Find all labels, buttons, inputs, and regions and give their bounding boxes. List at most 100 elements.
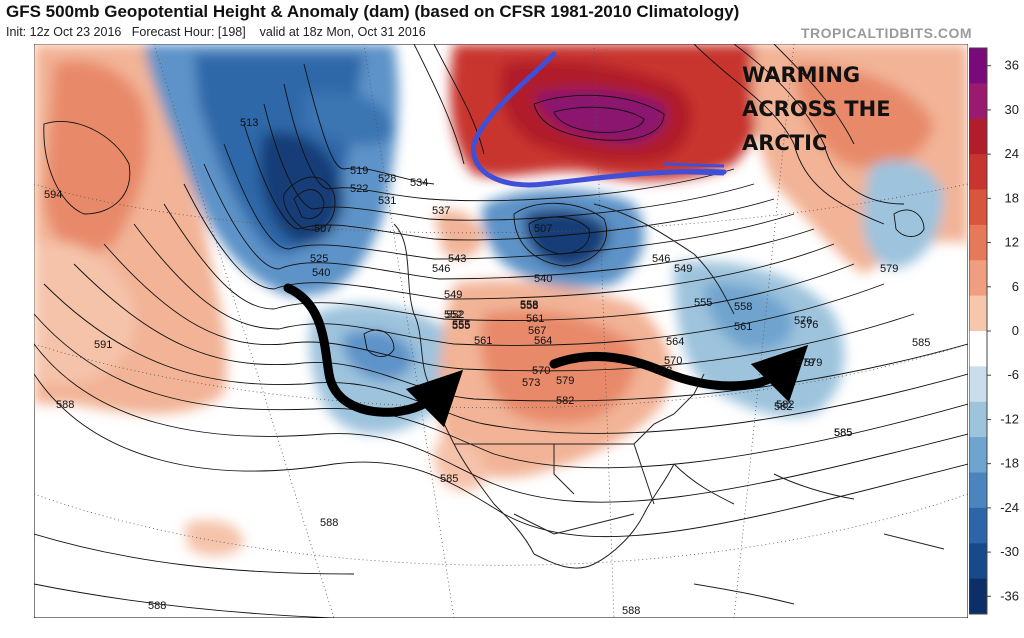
forecast-hour: Forecast Hour: [198] — [131, 25, 246, 39]
anomaly-colorbar: 36 30 24 18 12 6 0 -6 -12 -18 -24 -30 -36 — [969, 47, 1019, 615]
contour-label: 579 — [556, 375, 574, 387]
contour-label: 570 — [664, 355, 682, 367]
colorbar-swatch — [969, 401, 987, 438]
annotation-text: WARMING ACROSS THE ARCTIC — [742, 58, 942, 160]
colorbar-swatch — [969, 437, 987, 473]
colorbar-tick-label: 36 — [1005, 58, 1019, 73]
contour-label: 564 — [534, 335, 552, 347]
contour-label: 552 — [444, 309, 462, 321]
contour-label: 534 — [410, 177, 428, 189]
contour-label: 555 — [694, 297, 712, 309]
contour-label: 549 — [674, 263, 692, 275]
contour-label: 579 — [880, 263, 898, 275]
contour-label: 555 — [452, 320, 470, 332]
colorbar-tick-label: -12 — [1000, 411, 1019, 426]
watermark: TROPICALTIDBITS.COM — [800, 25, 972, 41]
contour-label: 564 — [666, 336, 684, 348]
contour-label: 573 — [654, 365, 672, 377]
valid-time: valid at 18z Mon, Oct 31 2016 — [259, 25, 426, 39]
map-title: GFS 500mb Geopotential Height & Anomaly … — [6, 2, 740, 21]
arctic-flow-arrow — [471, 51, 727, 188]
arctic-flow-arrow-tail — [663, 162, 725, 176]
contour-label: 546 — [432, 263, 450, 275]
contour-label: 531 — [378, 195, 396, 207]
lat-lon-grid — [34, 44, 968, 618]
contour-label: 528 — [378, 173, 396, 185]
contour-label: 561 — [526, 313, 544, 325]
contour-label: 540 — [534, 273, 552, 285]
contour-label: 582 — [774, 401, 792, 413]
colorbar-tick-label: -36 — [1000, 588, 1019, 603]
contour-label: 585 — [440, 473, 458, 485]
contour-label: 588 — [56, 399, 74, 411]
contour-label: 552 — [446, 309, 464, 321]
colorbar-tick-label: -6 — [1007, 367, 1019, 382]
contour-label: 558 — [520, 300, 538, 312]
contour-label: 582 — [776, 399, 794, 411]
contour-label: 588 — [622, 605, 640, 617]
contour-label: 507 — [534, 223, 552, 235]
contour-label: 576 — [794, 315, 812, 327]
map-subtitle: Init: 12z Oct 23 2016 Forecast Hour: [19… — [6, 25, 426, 39]
contour-label: 579 — [796, 357, 814, 369]
flow-arrows — [283, 283, 809, 428]
contour-label: 579 — [804, 357, 822, 369]
contour-label: 525 — [310, 253, 328, 265]
contour-label: 522 — [350, 183, 368, 195]
contour-label: 561 — [474, 335, 492, 347]
colorbar-tick-label: -18 — [1000, 456, 1019, 471]
contour-label: 591 — [94, 339, 112, 351]
colorbar-tick-label: 18 — [1005, 190, 1019, 205]
colorbar-tick-label: 24 — [1005, 146, 1019, 161]
colorbar-tick-label: 0 — [1012, 323, 1019, 338]
contour-label: 585 — [834, 427, 852, 439]
contour-label: 558 — [734, 301, 752, 313]
colorbar-tick-label: -30 — [1000, 544, 1019, 559]
colorbar-swatch — [969, 154, 987, 190]
contour-label: 561 — [734, 321, 752, 333]
colorbar-swatch — [969, 472, 987, 509]
colorbar-swatch — [969, 543, 987, 580]
colorbar-tick-label: 30 — [1005, 102, 1019, 117]
contour-label: 519 — [350, 165, 368, 177]
contour-label: 567 — [528, 325, 546, 337]
contour-label: 588 — [148, 600, 166, 612]
colorbar-swatch — [969, 224, 987, 261]
colorbar-swatch — [969, 260, 987, 297]
colorbar-swatch — [969, 331, 987, 367]
contour-label: 570 — [532, 365, 550, 377]
colorbar-ticks: 36 30 24 18 12 6 0 -6 -12 -18 -24 -30 -36 — [987, 58, 1019, 603]
contour-label: 543 — [448, 253, 466, 265]
contour-label: 573 — [522, 377, 540, 389]
contour-label: 537 — [432, 205, 450, 217]
geopotential-map: 5135195225075255285315345375405435465495… — [34, 44, 968, 618]
colorbar-swatch — [969, 578, 987, 615]
colorbar-swatch — [969, 366, 987, 403]
contour-label: 507 — [314, 223, 332, 235]
annotation-line-3: ARCTIC — [742, 131, 828, 155]
contour-label: 546 — [652, 253, 670, 265]
contour-label: 582 — [556, 395, 574, 407]
west-flow-arrow — [283, 283, 464, 428]
east-flow-arrow — [549, 344, 809, 403]
colorbar-tick-label: 6 — [1012, 279, 1019, 294]
contour-label: 585 — [834, 427, 852, 439]
init-time: Init: 12z Oct 23 2016 — [6, 25, 122, 39]
annotation-line-1: WARMING — [742, 63, 861, 87]
contour-label: 549 — [444, 289, 462, 301]
colorbar-swatch — [969, 83, 987, 120]
contour-label: 585 — [912, 337, 930, 349]
colorbar-tick-label: 12 — [1005, 235, 1019, 250]
contour-label: 555 — [452, 319, 470, 331]
colorbar-swatch — [969, 507, 987, 544]
annotation-line-2: ACROSS THE — [742, 97, 891, 121]
contour-label: 594 — [44, 189, 62, 201]
colorbar-swatch — [969, 189, 987, 226]
contour-label: 576 — [800, 319, 818, 331]
colorbar-tick-label: -24 — [1000, 500, 1019, 515]
colorbar-swatch — [969, 118, 987, 155]
contour-labels: 5135195225075255285315345375405435465495… — [44, 117, 930, 617]
contour-label: 588 — [320, 517, 338, 529]
colorbar-swatches — [969, 47, 988, 615]
colorbar-swatch — [969, 48, 987, 84]
